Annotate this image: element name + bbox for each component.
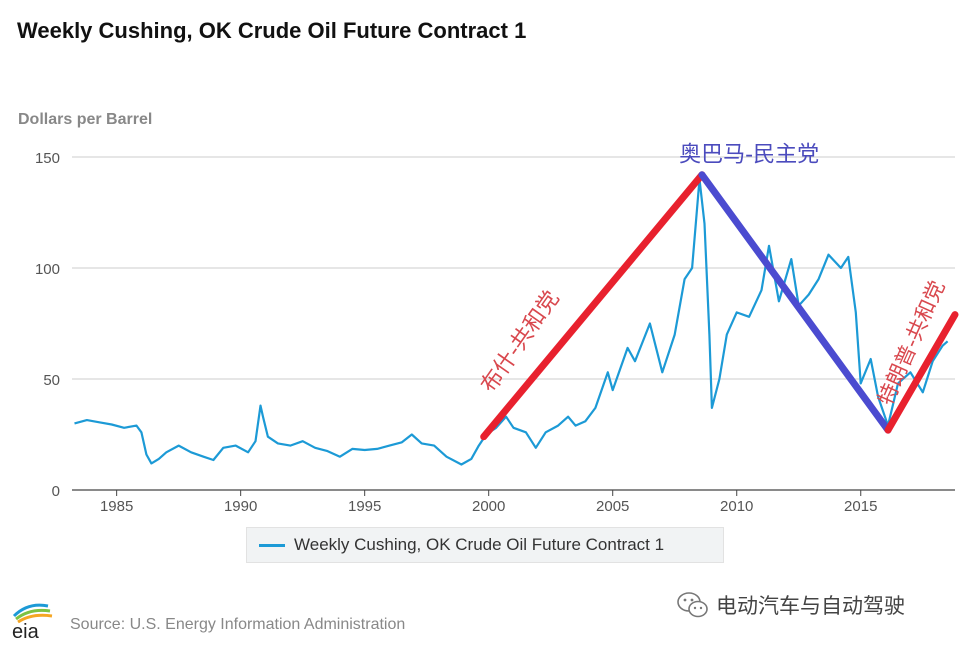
trend-line [698, 171, 892, 434]
series-line [74, 178, 949, 466]
y-axis-label: Dollars per Barrel [18, 111, 153, 128]
eia-logo: eia [12, 603, 53, 642]
x-tick-label: 2000 [472, 498, 505, 515]
trend-line [884, 311, 959, 434]
watermark: 电动汽车与自动驾驶 [676, 590, 905, 620]
x-tick-label: 1985 [100, 498, 133, 515]
y-tick-label: 0 [52, 483, 60, 500]
x-tick-label: 2005 [596, 498, 629, 515]
y-tick-label: 100 [35, 261, 60, 278]
legend-swatch [259, 543, 285, 547]
annotation-obama: 奥巴马-民主党 [679, 142, 819, 167]
x-tick-label: 1990 [224, 498, 257, 515]
watermark-text: 电动汽车与自动驾驶 [716, 595, 905, 618]
source-note: Source: U.S. Energy Information Administ… [70, 616, 406, 633]
wechat-icon [677, 592, 708, 618]
x-tick-label: 1995 [348, 498, 381, 515]
trend-line [480, 171, 706, 441]
chart-legend[interactable]: Weekly Cushing, OK Crude Oil Future Cont… [246, 527, 724, 563]
chart-svg: 0 50 100 150 1985 1990 1995 2000 2005 2010 2015 布什-… [35, 142, 959, 515]
logo-text: eia [12, 621, 40, 642]
x-tick-label: 2015 [844, 498, 877, 515]
x-tick-label: 2010 [720, 498, 753, 515]
legend-label: Weekly Cushing, OK Crude Oil Future Cont… [294, 535, 665, 554]
y-tick-label: 50 [43, 372, 60, 389]
y-tick-label: 150 [35, 150, 60, 167]
annotation-bush: 布什-共和党 [477, 286, 565, 397]
chart-title: Weekly Cushing, OK Crude Oil Future Cont… [17, 18, 527, 43]
